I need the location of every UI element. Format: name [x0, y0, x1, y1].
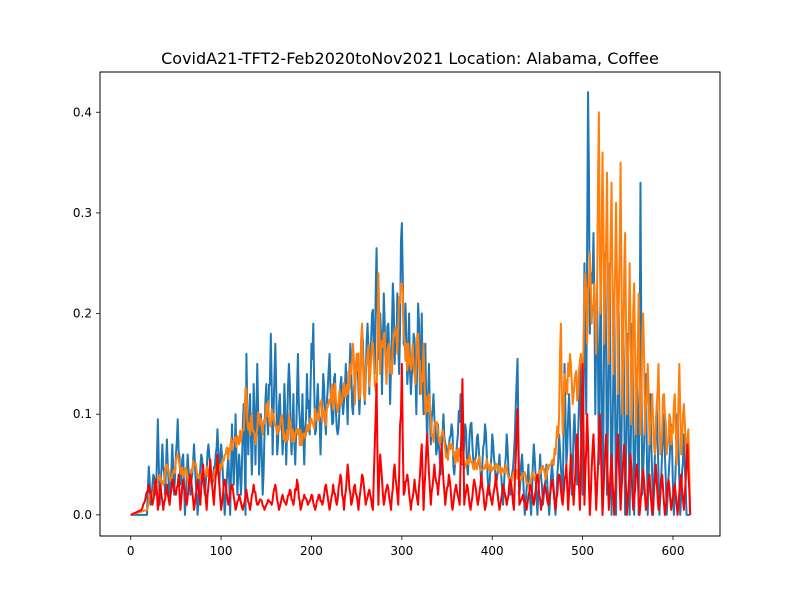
y-tick-label: 0.1: [73, 407, 92, 421]
x-axis: 0 100 200 300 400 500 600: [127, 536, 685, 558]
x-tick-label: 500: [571, 544, 594, 558]
plot-frame: [99, 71, 721, 537]
y-tick-label: 0.4: [73, 105, 92, 119]
series-layer: [130, 91, 692, 516]
y-tick-label: 0.3: [73, 206, 92, 220]
series-line-3: [130, 362, 692, 516]
chart-title: CovidA21-TFT2-Feb2020toNov2021 Location:…: [161, 49, 659, 68]
series-line-2: [130, 111, 692, 516]
x-tick-label: 0: [127, 544, 135, 558]
x-tick-label: 300: [390, 544, 413, 558]
y-tick-label: 0.0: [73, 508, 92, 522]
y-axis: 0.0 0.1 0.2 0.3 0.4: [73, 105, 100, 522]
y-tick-label: 0.2: [73, 307, 92, 321]
x-tick-label: 400: [481, 544, 504, 558]
x-tick-label: 600: [662, 544, 685, 558]
x-tick-label: 100: [210, 544, 233, 558]
x-tick-label: 200: [300, 544, 323, 558]
